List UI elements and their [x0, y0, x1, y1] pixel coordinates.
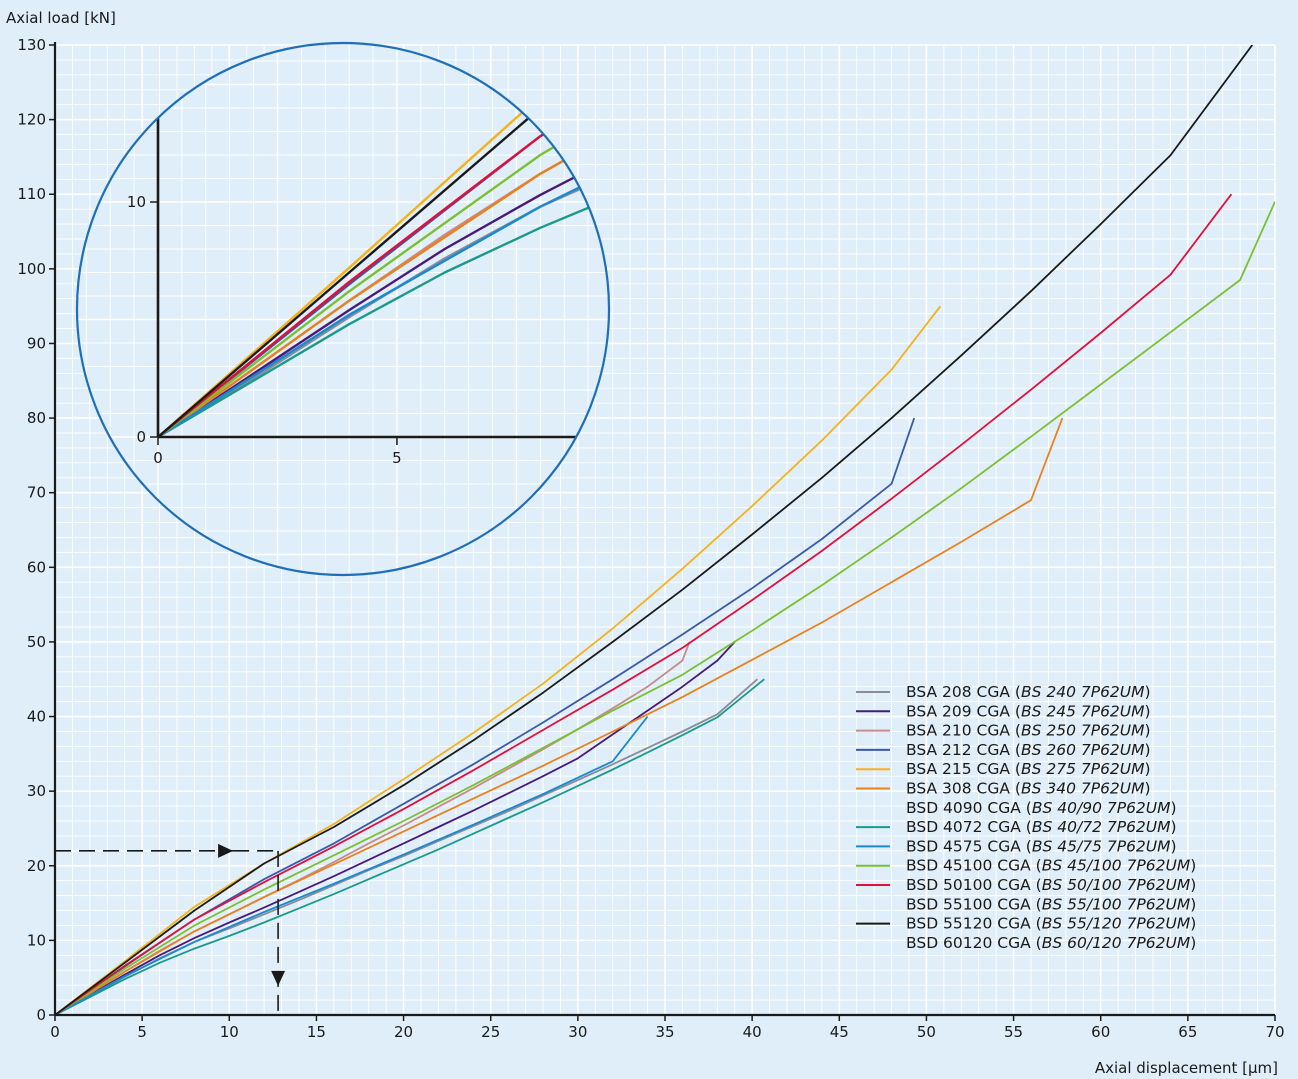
y-tick-label: 0: [36, 1006, 46, 1024]
y-tick-label: 110: [17, 185, 46, 203]
axes: 0 5 10 15 20 25 30 35 40 45 50 55 60 65 70010203040506…: [17, 36, 1284, 1041]
y-tick-label: 130: [17, 36, 46, 54]
legend-entry: BSD 50100 CGA (BS 50/100 7P62UM): [906, 876, 1196, 894]
inset-background: [77, 43, 609, 575]
inset-series-line: [157, 43, 609, 439]
legend-entry: BSD 45100 CGA (BS 45/100 7P62UM): [906, 857, 1196, 875]
inset-series-line: [157, 43, 609, 439]
legend-entry: BSA 308 CGA (BS 340 7P62UM): [906, 780, 1151, 798]
legend-entry: BSD 4575 CGA (BS 45/75 7P62UM): [906, 837, 1177, 855]
y-tick-label: 60: [27, 558, 46, 576]
inset-y-tick-label: 10: [127, 193, 146, 211]
y-tick-label: 100: [17, 260, 46, 278]
inset-series-line: [157, 43, 609, 439]
x-axis-label: Axial displacement [µm]: [1095, 1059, 1278, 1077]
arrow-right-icon: [218, 843, 234, 858]
x-tick-label: 60: [1091, 1023, 1110, 1041]
legend-entry: BSD 60120 CGA (BS 60/120 7P62UM): [906, 934, 1196, 952]
x-tick-label: 65: [1178, 1023, 1197, 1041]
series-line: [55, 201, 1275, 1015]
x-tick-label: 20: [394, 1023, 413, 1041]
y-tick-label: 80: [27, 409, 46, 427]
inset-series-line: [157, 43, 609, 439]
legend-entry: BSD 55120 CGA (BS 55/120 7P62UM): [906, 915, 1196, 933]
y-axis-label: Axial load [kN]: [6, 9, 116, 27]
series-line: [55, 45, 1254, 1015]
y-tick-label: 70: [27, 484, 46, 502]
annotation-arrows: [55, 843, 286, 1015]
x-tick-label: 40: [743, 1023, 762, 1041]
series-lines: [55, 45, 1275, 1015]
legend-entry: BSD 55100 CGA (BS 55/100 7P62UM): [906, 895, 1196, 913]
series-line: [55, 641, 691, 1015]
y-tick-label: 30: [27, 782, 46, 800]
x-tick-label: 5: [137, 1023, 147, 1041]
legend-entry: BSA 210 CGA (BS 250 7P62UM): [906, 722, 1151, 740]
inset-series-line: [157, 43, 609, 438]
series-line: [55, 715, 649, 1015]
series-line: [55, 678, 758, 1015]
inset-x-tick-label: 0: [153, 449, 163, 467]
inset-border: [75, 41, 611, 577]
x-tick-label: 0: [50, 1023, 60, 1041]
legend-entry: BSA 208 CGA (BS 240 7P62UM): [906, 683, 1151, 701]
inset-y-tick-label: 0: [136, 428, 146, 446]
legend-entry: BSA 215 CGA (BS 275 7P62UM): [906, 760, 1151, 778]
series-line: [55, 641, 736, 1015]
x-tick-label: 35: [655, 1023, 674, 1041]
y-tick-label: 20: [27, 857, 46, 875]
x-tick-label: 50: [917, 1023, 936, 1041]
y-tick-label: 90: [27, 334, 46, 352]
y-tick-label: 120: [17, 111, 46, 129]
arrow-down-icon: [271, 970, 286, 986]
x-tick-label: 45: [830, 1023, 849, 1041]
series-line: [55, 193, 1233, 1015]
inset-x-tick-label: 5: [392, 449, 402, 467]
legend: BSA 208 CGA (BS 240 7P62UM)BSA 209 CGA (…: [856, 683, 1196, 952]
legend-entry: BSA 212 CGA (BS 260 7P62UM): [906, 741, 1151, 759]
y-tick-label: 50: [27, 633, 46, 651]
y-tick-label: 40: [27, 708, 46, 726]
x-tick-label: 15: [307, 1023, 326, 1041]
x-tick-label: 10: [220, 1023, 239, 1041]
legend-entry: BSD 4090 CGA (BS 40/90 7P62UM): [906, 799, 1177, 817]
series-line: [55, 678, 765, 1015]
series-line: [55, 417, 1064, 1015]
series-line: [55, 305, 942, 1015]
x-tick-label: 30: [568, 1023, 587, 1041]
x-tick-label: 70: [1265, 1023, 1284, 1041]
legend-entry: BSD 4072 CGA (BS 40/72 7P62UM): [906, 818, 1177, 836]
y-tick-label: 10: [27, 931, 46, 949]
legend-entry: BSA 209 CGA (BS 245 7P62UM): [906, 702, 1151, 720]
x-tick-label: 55: [1004, 1023, 1023, 1041]
x-tick-label: 25: [481, 1023, 500, 1041]
